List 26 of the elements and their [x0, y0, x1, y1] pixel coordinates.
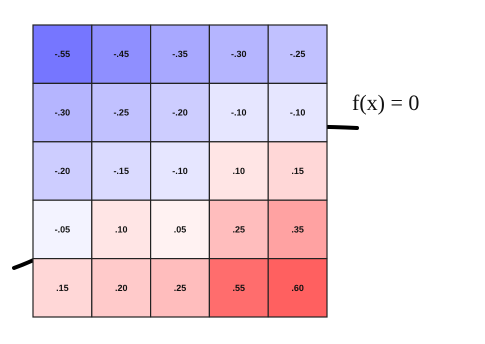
data-label: -.15: [113, 166, 129, 176]
data-label: -.35: [172, 49, 188, 60]
data-label: -.25: [113, 108, 129, 118]
data-label: .05: [174, 224, 186, 234]
data-label: -.55: [54, 49, 70, 60]
text: f(x) = 0: [352, 90, 420, 115]
data-label: -.10: [290, 108, 306, 118]
data-label: .10: [232, 166, 246, 176]
data-label: .25: [232, 224, 246, 234]
data-label: .60: [291, 282, 304, 293]
data-label: -.30: [231, 49, 247, 60]
data-label: .35: [291, 224, 304, 234]
data-label: -.45: [113, 49, 129, 60]
data-label: -.05: [54, 224, 70, 234]
data-label: -.30: [54, 108, 70, 118]
data-label: -.20: [172, 108, 188, 118]
data-label: -.20: [54, 166, 70, 176]
data-label: .15: [291, 166, 304, 176]
data-label: .55: [232, 282, 246, 293]
data-label: .10: [114, 224, 128, 234]
data-label: -.10: [172, 166, 188, 176]
data-label: -.10: [231, 108, 247, 118]
data-label: -.25: [290, 49, 306, 60]
data-label: .15: [56, 282, 69, 293]
data-label: .25: [174, 282, 186, 293]
data-label: .20: [114, 282, 128, 293]
